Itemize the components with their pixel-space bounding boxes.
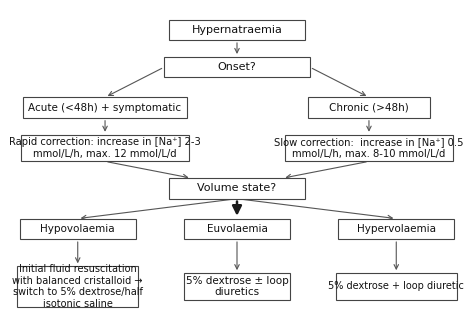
FancyBboxPatch shape <box>21 135 189 161</box>
FancyBboxPatch shape <box>285 135 453 161</box>
Text: Slow correction:  increase in [Na⁺] 0.5
mmol/L/h, max. 8-10 mmol/L/d: Slow correction: increase in [Na⁺] 0.5 m… <box>274 137 464 159</box>
Text: Acute (<48h) + symptomatic: Acute (<48h) + symptomatic <box>28 103 182 112</box>
Text: Euvolaemia: Euvolaemia <box>207 224 267 234</box>
FancyBboxPatch shape <box>164 57 310 77</box>
Text: Onset?: Onset? <box>218 62 256 72</box>
FancyBboxPatch shape <box>336 273 456 300</box>
FancyBboxPatch shape <box>308 98 430 118</box>
FancyBboxPatch shape <box>18 266 138 307</box>
FancyBboxPatch shape <box>169 178 305 199</box>
Text: 5% dextrose + loop diuretic: 5% dextrose + loop diuretic <box>328 282 464 291</box>
Text: Chronic (>48h): Chronic (>48h) <box>329 103 409 112</box>
Text: Hypervolaemia: Hypervolaemia <box>357 224 436 234</box>
FancyBboxPatch shape <box>183 219 291 239</box>
Text: 5% dextrose ± loop
diuretics: 5% dextrose ± loop diuretics <box>186 276 288 297</box>
FancyBboxPatch shape <box>338 219 454 239</box>
Text: Volume state?: Volume state? <box>198 183 276 193</box>
Text: Hypovolaemia: Hypovolaemia <box>40 224 115 234</box>
Text: Hypernatraemia: Hypernatraemia <box>191 25 283 35</box>
FancyBboxPatch shape <box>23 98 187 118</box>
FancyBboxPatch shape <box>20 219 136 239</box>
Text: Rapid correction: increase in [Na⁺] 2-3
mmol/L/h, max. 12 mmol/L/d: Rapid correction: increase in [Na⁺] 2-3 … <box>9 137 201 159</box>
FancyBboxPatch shape <box>183 273 291 300</box>
FancyBboxPatch shape <box>169 20 305 40</box>
Text: Initial fluid resuscitation
with balanced cristalloid →
switch to 5% dextrose/ha: Initial fluid resuscitation with balance… <box>12 264 143 309</box>
